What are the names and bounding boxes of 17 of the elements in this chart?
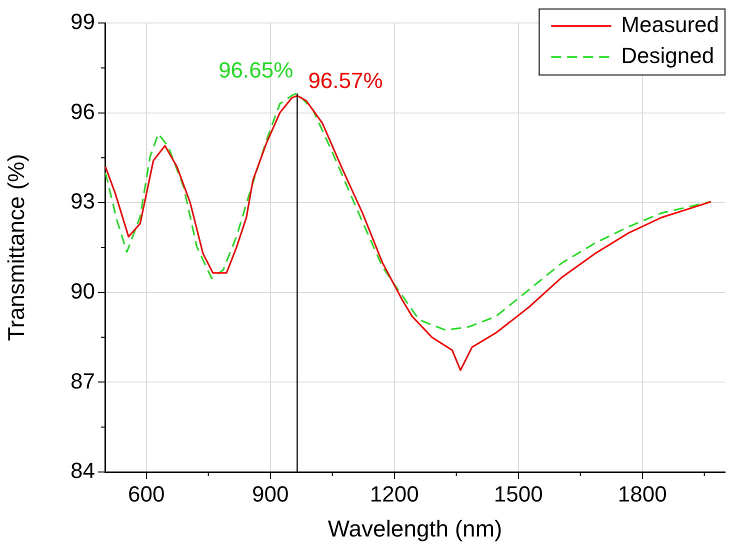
x-tick-label: 600 xyxy=(128,481,165,506)
y-tick-label: 93 xyxy=(70,188,95,214)
y-tick-label: 84 xyxy=(70,458,95,484)
y-tick-label: 99 xyxy=(70,9,95,34)
y-tick-label: 96 xyxy=(70,98,95,124)
legend-label: Designed xyxy=(621,43,714,68)
x-tick-label: 1500 xyxy=(494,481,543,506)
x-tick-label: 1800 xyxy=(618,481,667,506)
annotation: 96.65% xyxy=(218,57,294,82)
y-tick-label: 90 xyxy=(70,278,95,304)
x-tick-label: 900 xyxy=(252,481,289,506)
annotation: 96.57% xyxy=(308,68,383,93)
y-tick-label: 87 xyxy=(70,368,95,394)
legend-label: Measured xyxy=(621,12,720,38)
x-axis-title: Wavelength (nm) xyxy=(328,516,502,542)
x-tick-label: 1200 xyxy=(370,481,419,506)
y-axis-title: Transmittance (%) xyxy=(3,154,30,342)
